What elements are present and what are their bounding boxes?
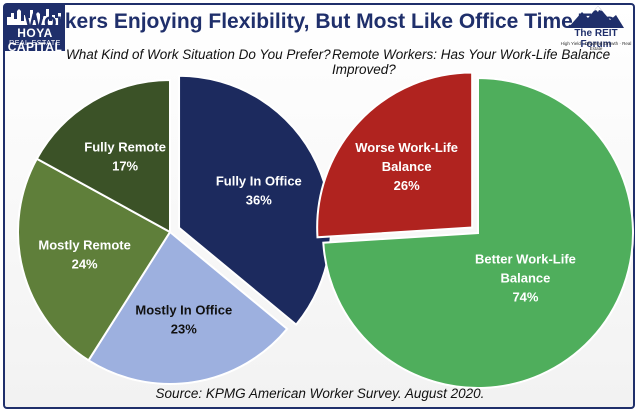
slice-value-label: 36%	[246, 193, 272, 208]
slice-category-label: Better Work-Life	[475, 252, 576, 267]
pie-work-life-balance: Better Work-Life Balance 74% Worse Work-Lif…	[316, 71, 634, 389]
pie-slice-fully-remote	[35, 78, 171, 234]
mountain-icon	[568, 6, 624, 28]
pie-slice-worse-work-life-balance	[316, 71, 474, 239]
source-note: Source: KPMG American Worker Survey. Aug…	[155, 386, 485, 401]
pie-slice-mostly-in-office	[87, 230, 289, 385]
pie-slice-mostly-remote	[17, 157, 172, 362]
pie-slice-fully-in-office	[178, 74, 332, 327]
reit-forum-logo: The REIT Forum High Yield · Dividend Gro…	[560, 6, 632, 51]
left-chart-subtitle: What Kind of Work Situation Do You Prefe…	[66, 47, 331, 62]
slice-category-label: Mostly In Office	[135, 303, 232, 318]
slice-value-label: 24%	[72, 256, 98, 271]
slice-category-label: Mostly Remote	[38, 237, 130, 252]
logo-sub: REAL ESTATE	[9, 40, 61, 47]
logo-name: The REIT Forum	[574, 28, 618, 50]
skyline-icon	[7, 9, 61, 25]
hoya-capital-logo: HOYA CAPITAL REAL ESTATE	[5, 5, 65, 54]
slice-value-label: 17%	[112, 159, 138, 174]
chart-title: Workers Enjoying Flexibility, But Most L…	[24, 10, 616, 33]
pie-slice-better-work-life-balance	[322, 76, 634, 389]
slice-value-label: 23%	[171, 322, 197, 337]
slice-category-label: Balance	[501, 271, 551, 286]
slice-category-label: Balance	[382, 159, 432, 174]
logo-brand: HOYA CAPITAL	[7, 26, 63, 54]
slice-category-label: Fully Remote	[84, 140, 166, 155]
slice-value-label: 26%	[394, 178, 420, 193]
logo-tagline: High Yield · Dividend Growth · Real Esta…	[560, 41, 632, 51]
right-chart-subtitle: Remote Workers: Has Your Work-Life Balan…	[332, 47, 611, 77]
slice-value-label: 74%	[512, 290, 538, 305]
slice-category-label: Worse Work-Life	[355, 140, 458, 155]
pie-work-preference: Fully In Office 36% Mostly In Office 23% Mos…	[17, 74, 332, 385]
slice-category-label: Fully In Office	[216, 174, 302, 189]
logo-background	[5, 5, 65, 51]
